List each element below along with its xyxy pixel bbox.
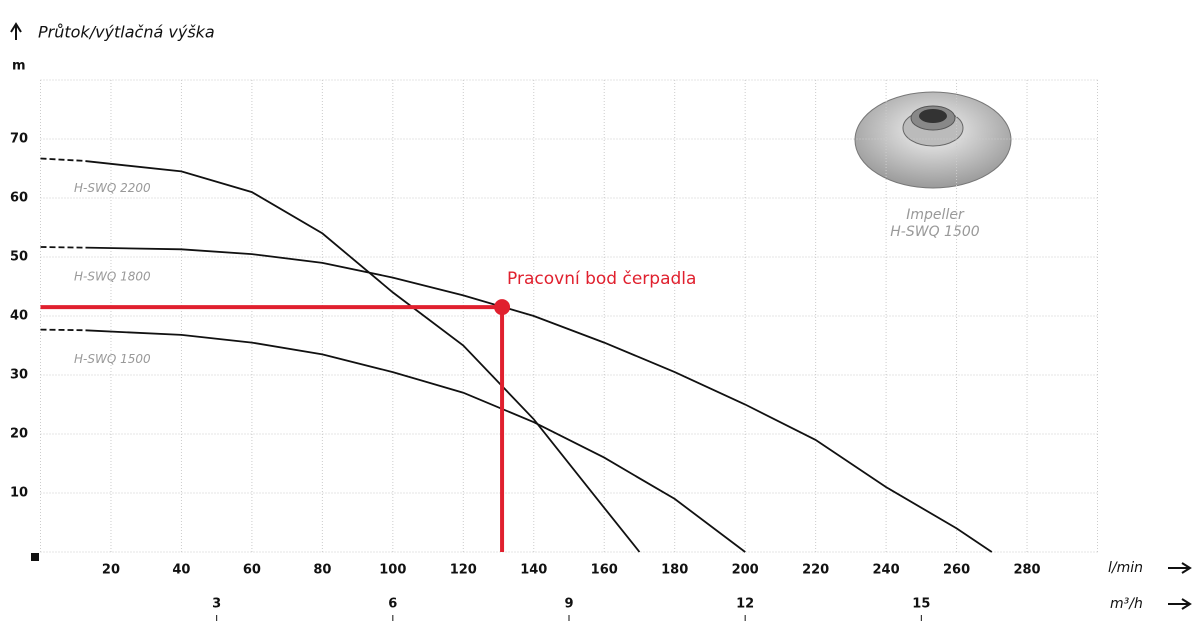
x-tick-label: 140 <box>520 563 547 578</box>
origin-marker <box>31 553 39 561</box>
curve-label: H-SWQ 1500 <box>74 352 151 366</box>
y-tick-label: 30 <box>10 368 28 383</box>
x-unit: l/min <box>1108 560 1143 576</box>
x-tick-label: 20 <box>102 563 120 578</box>
x-tick-label: 280 <box>1013 563 1040 578</box>
y-unit: m <box>12 59 26 74</box>
x-tick-label: 260 <box>943 563 970 578</box>
y-tick-label: 60 <box>10 191 28 206</box>
y-tick-label: 70 <box>10 132 28 147</box>
op-point <box>494 299 510 315</box>
impeller-image <box>855 92 1011 188</box>
x-tick-label: 40 <box>172 563 190 578</box>
x2-tick-label: 3 <box>212 597 221 612</box>
x-tick-label: 80 <box>313 563 331 578</box>
y-tick-label: 10 <box>10 486 28 501</box>
chart: Průtok/výtlačná výška m l/min m³/h Impel… <box>0 0 1192 621</box>
curve-label: H-SWQ 2200 <box>74 181 151 195</box>
x-tick-label: 240 <box>873 563 900 578</box>
x-tick-label: 120 <box>450 563 477 578</box>
impeller-model: H-SWQ 1500 <box>890 224 980 240</box>
x-tick-label: 220 <box>802 563 829 578</box>
x2-unit: m³/h <box>1110 596 1143 612</box>
x-tick-label: 160 <box>591 563 618 578</box>
curve <box>41 247 992 552</box>
page: {"chart_data": { "type": "line", "title"… <box>0 0 1192 621</box>
x2-arrow <box>1168 599 1190 609</box>
op-label: Pracovní bod čerpadla <box>507 269 696 289</box>
x-tick-label: 180 <box>661 563 688 578</box>
chart-title: Průtok/výtlačná výška <box>38 23 215 42</box>
y-tick-label: 50 <box>10 250 28 265</box>
x-arrow <box>1168 563 1190 573</box>
x-tick-label: 200 <box>732 563 759 578</box>
curve-label: H-SWQ 1800 <box>74 269 151 283</box>
x2-tick-label: 12 <box>736 597 754 612</box>
y-tick-label: 20 <box>10 427 28 442</box>
x-tick-label: 60 <box>243 563 261 578</box>
y-tick-label: 40 <box>10 309 28 324</box>
x2-tick-label: 9 <box>564 597 573 612</box>
x2-tick-label: 6 <box>388 597 397 612</box>
x2-tick-label: 15 <box>912 597 930 612</box>
title-arrow <box>11 24 21 40</box>
x-tick-label: 100 <box>379 563 406 578</box>
